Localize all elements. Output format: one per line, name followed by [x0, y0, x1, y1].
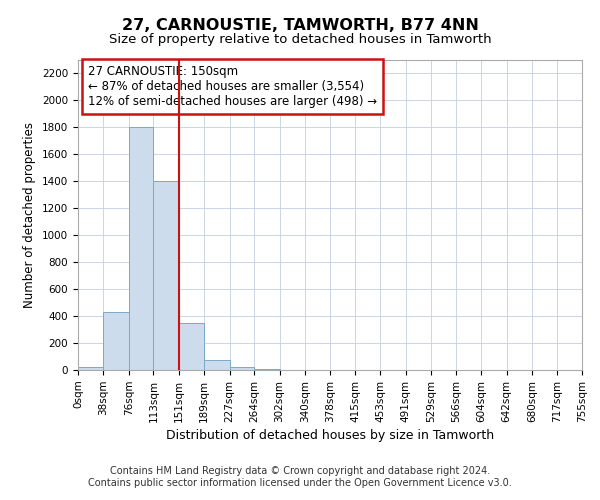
- Bar: [103, 312, 129, 370]
- Text: 27 CARNOUSTIE: 150sqm
← 87% of detached houses are smaller (3,554)
12% of semi-d: 27 CARNOUSTIE: 150sqm ← 87% of detached …: [88, 64, 377, 108]
- Bar: [129, 128, 154, 370]
- Bar: [179, 323, 204, 370]
- Text: Size of property relative to detached houses in Tamworth: Size of property relative to detached ho…: [109, 32, 491, 46]
- Bar: [204, 360, 230, 370]
- Bar: [78, 368, 103, 370]
- Bar: [154, 182, 179, 370]
- Text: Contains HM Land Registry data © Crown copyright and database right 2024.
Contai: Contains HM Land Registry data © Crown c…: [88, 466, 512, 487]
- Text: 27, CARNOUSTIE, TAMWORTH, B77 4NN: 27, CARNOUSTIE, TAMWORTH, B77 4NN: [122, 18, 478, 32]
- Bar: [230, 366, 254, 370]
- Y-axis label: Number of detached properties: Number of detached properties: [23, 122, 37, 308]
- X-axis label: Distribution of detached houses by size in Tamworth: Distribution of detached houses by size …: [166, 429, 494, 442]
